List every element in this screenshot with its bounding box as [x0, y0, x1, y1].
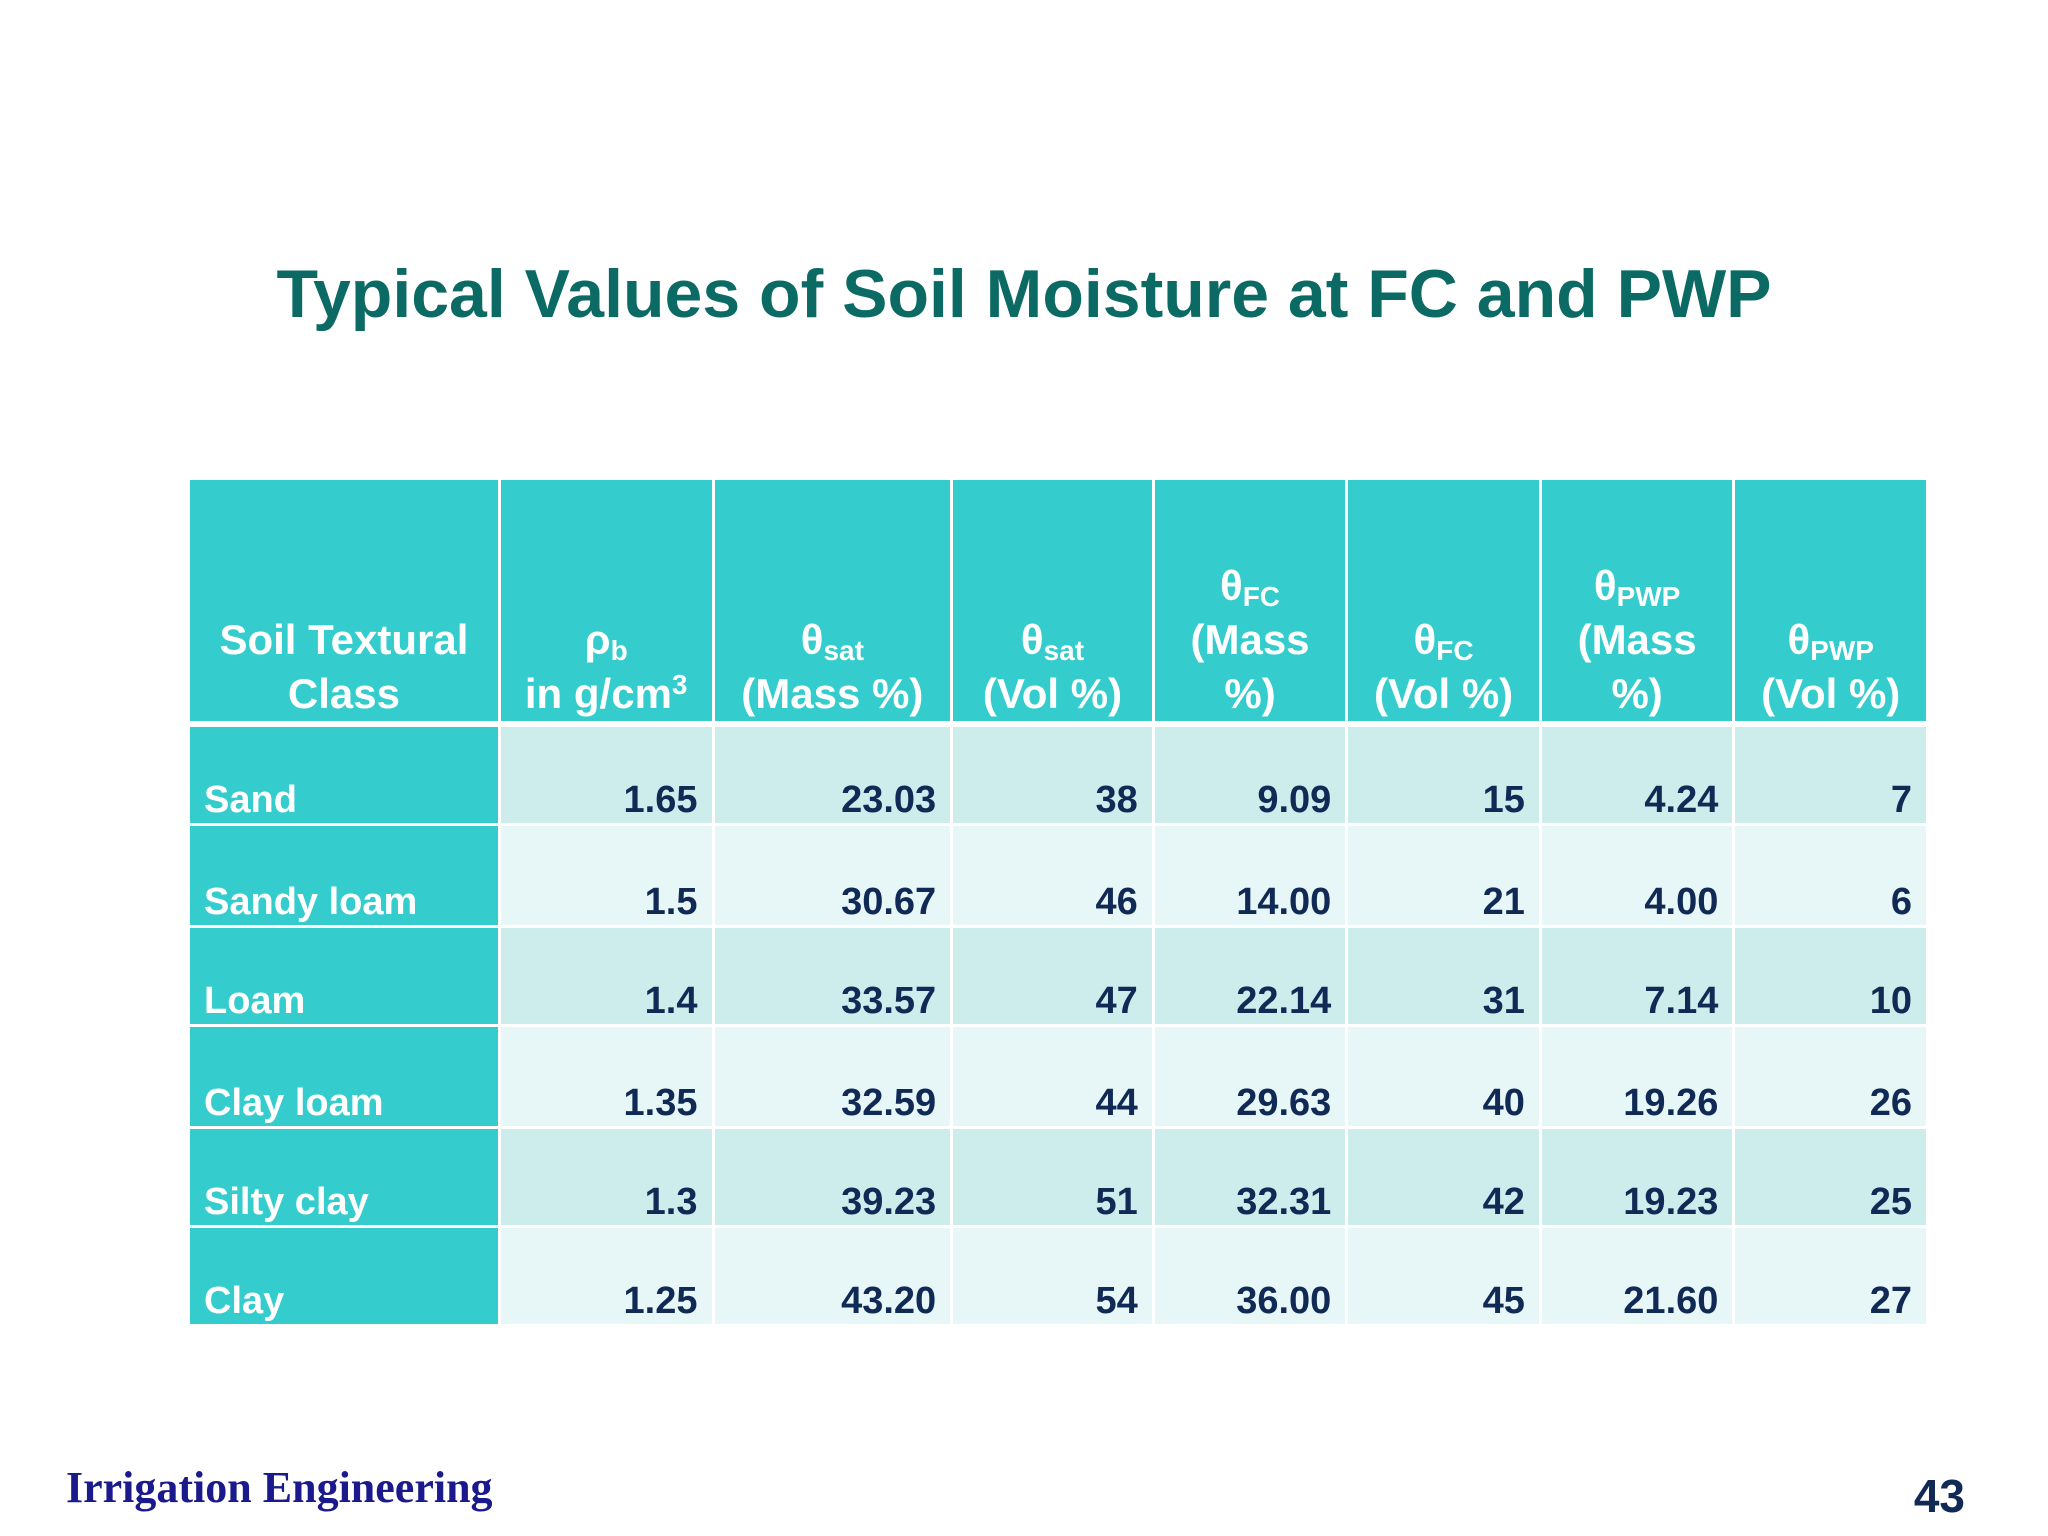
theta-pwp-vol-cell: 10 [1735, 928, 1926, 1024]
theta-subscript: PWP [1616, 581, 1681, 612]
bulk-density-cell: 1.65 [500, 727, 712, 823]
bulk-density-cell: 1.5 [500, 826, 712, 925]
theta-sat-mass-cell: 39.23 [714, 1129, 951, 1225]
theta-pwp-mass-cell: 4.24 [1541, 727, 1733, 823]
soil-moisture-table: Soil Textural Class ρb in g/cm3 θsat (Ma… [187, 477, 1929, 1327]
theta-subscript: sat [823, 635, 864, 666]
bulk-density-cell: 1.3 [500, 1129, 712, 1225]
theta-fc-mass-cell: 32.31 [1154, 1129, 1346, 1225]
theta-sat-mass-cell: 30.67 [714, 826, 951, 925]
header-unit-pct-close: %) [1611, 670, 1663, 717]
theta-fc-vol-cell: 40 [1348, 1027, 1539, 1126]
theta-pwp-vol-cell: 6 [1735, 826, 1926, 925]
footer-course-title: Irrigation Engineering [66, 1463, 493, 1512]
table-row: Clay 1.25 43.20 54 36.00 45 21.60 27 [190, 1228, 1926, 1324]
theta-pwp-mass-cell: 19.23 [1541, 1129, 1733, 1225]
table-header-row: Soil Textural Class ρb in g/cm3 θsat (Ma… [190, 480, 1926, 721]
table-row: Silty clay 1.3 39.23 51 32.31 42 19.23 2… [190, 1129, 1926, 1225]
theta-fc-mass-cell: 9.09 [1154, 727, 1346, 823]
theta-sat-vol-cell: 44 [953, 1027, 1152, 1126]
soil-moisture-table-container: Soil Textural Class ρb in g/cm3 θsat (Ma… [187, 477, 1929, 1327]
theta-sat-vol-cell: 51 [953, 1129, 1152, 1225]
header-unit-pct-close: %) [1224, 670, 1276, 717]
theta-sat-mass-cell: 43.20 [714, 1228, 951, 1324]
header-soil-textural-class: Soil Textural Class [190, 480, 498, 721]
theta-subscript: sat [1043, 635, 1085, 666]
theta-pwp-mass-cell: 7.14 [1541, 928, 1733, 1024]
theta-fc-mass-cell: 22.14 [1154, 928, 1346, 1024]
theta-symbol: θ [1593, 562, 1617, 609]
slide-title: Typical Values of Soil Moisture at FC an… [276, 256, 1772, 332]
theta-pwp-vol-cell: 26 [1735, 1027, 1926, 1126]
rho-symbol: ρ [584, 616, 611, 663]
header-unit-mass-open: (Mass [1577, 616, 1697, 663]
header-theta-pwp-mass: θPWP (Mass %) [1541, 480, 1733, 721]
theta-sat-vol-cell: 38 [953, 727, 1152, 823]
theta-subscript: PWP [1810, 635, 1874, 666]
header-bulk-density: ρb in g/cm3 [500, 480, 712, 721]
theta-fc-vol-cell: 31 [1348, 928, 1539, 1024]
rho-unit: in g/cm [524, 670, 672, 717]
theta-sat-mass-cell: 23.03 [714, 727, 951, 823]
header-unit-vol: (Vol %) [982, 670, 1123, 717]
soil-class-cell: Clay [190, 1228, 498, 1324]
bulk-density-cell: 1.35 [500, 1027, 712, 1126]
theta-sat-mass-cell: 32.59 [714, 1027, 951, 1126]
header-theta-sat-mass: θsat (Mass %) [714, 480, 951, 721]
header-unit-mass: (Mass %) [741, 670, 924, 717]
theta-sat-vol-cell: 46 [953, 826, 1152, 925]
theta-fc-vol-cell: 42 [1348, 1129, 1539, 1225]
header-soil-class-line2: Class [287, 670, 400, 717]
table-row: Sandy loam 1.5 30.67 46 14.00 21 4.00 6 [190, 826, 1926, 925]
theta-symbol: θ [1020, 616, 1044, 663]
theta-pwp-mass-cell: 19.26 [1541, 1027, 1733, 1126]
theta-subscript: FC [1436, 635, 1474, 666]
header-soil-class-line1: Soil Textural [219, 616, 469, 663]
bulk-density-cell: 1.25 [500, 1228, 712, 1324]
theta-symbol: θ [1220, 562, 1243, 609]
theta-sat-mass-cell: 33.57 [714, 928, 951, 1024]
slide-page-number: 43 [1913, 1470, 1965, 1522]
theta-fc-vol-cell: 21 [1348, 826, 1539, 925]
theta-sat-vol-cell: 54 [953, 1228, 1152, 1324]
theta-pwp-mass-cell: 21.60 [1541, 1228, 1733, 1324]
theta-fc-mass-cell: 29.63 [1154, 1027, 1346, 1126]
header-unit-vol: (Vol %) [1761, 670, 1901, 717]
header-theta-pwp-vol: θPWP (Vol %) [1735, 480, 1926, 721]
soil-class-cell: Clay loam [190, 1027, 498, 1126]
header-unit-mass-open: (Mass [1190, 616, 1310, 663]
theta-symbol: θ [800, 616, 824, 663]
header-theta-sat-vol: θsat (Vol %) [953, 480, 1152, 721]
theta-symbol: θ [1413, 616, 1437, 663]
theta-fc-vol-cell: 45 [1348, 1228, 1539, 1324]
header-theta-fc-vol: θFC (Vol %) [1348, 480, 1539, 721]
bulk-density-cell: 1.4 [500, 928, 712, 1024]
soil-class-cell: Sandy loam [190, 826, 498, 925]
theta-fc-mass-cell: 14.00 [1154, 826, 1346, 925]
header-unit-vol: (Vol %) [1373, 670, 1514, 717]
header-theta-fc-mass: θFC (Mass %) [1154, 480, 1346, 721]
rho-unit-superscript: 3 [671, 669, 688, 700]
soil-class-cell: Sand [190, 727, 498, 823]
theta-pwp-mass-cell: 4.00 [1541, 826, 1733, 925]
table-row: Loam 1.4 33.57 47 22.14 31 7.14 10 [190, 928, 1926, 1024]
rho-subscript: b [610, 635, 628, 666]
theta-sat-vol-cell: 47 [953, 928, 1152, 1024]
theta-pwp-vol-cell: 27 [1735, 1228, 1926, 1324]
theta-symbol: θ [1787, 616, 1811, 663]
theta-fc-mass-cell: 36.00 [1154, 1228, 1346, 1324]
theta-subscript: FC [1242, 581, 1281, 612]
theta-pwp-vol-cell: 25 [1735, 1129, 1926, 1225]
soil-class-cell: Silty clay [190, 1129, 498, 1225]
table-row: Sand 1.65 23.03 38 9.09 15 4.24 7 [190, 727, 1926, 823]
theta-fc-vol-cell: 15 [1348, 727, 1539, 823]
soil-class-cell: Loam [190, 928, 498, 1024]
table-row: Clay loam 1.35 32.59 44 29.63 40 19.26 2… [190, 1027, 1926, 1126]
theta-pwp-vol-cell: 7 [1735, 727, 1926, 823]
